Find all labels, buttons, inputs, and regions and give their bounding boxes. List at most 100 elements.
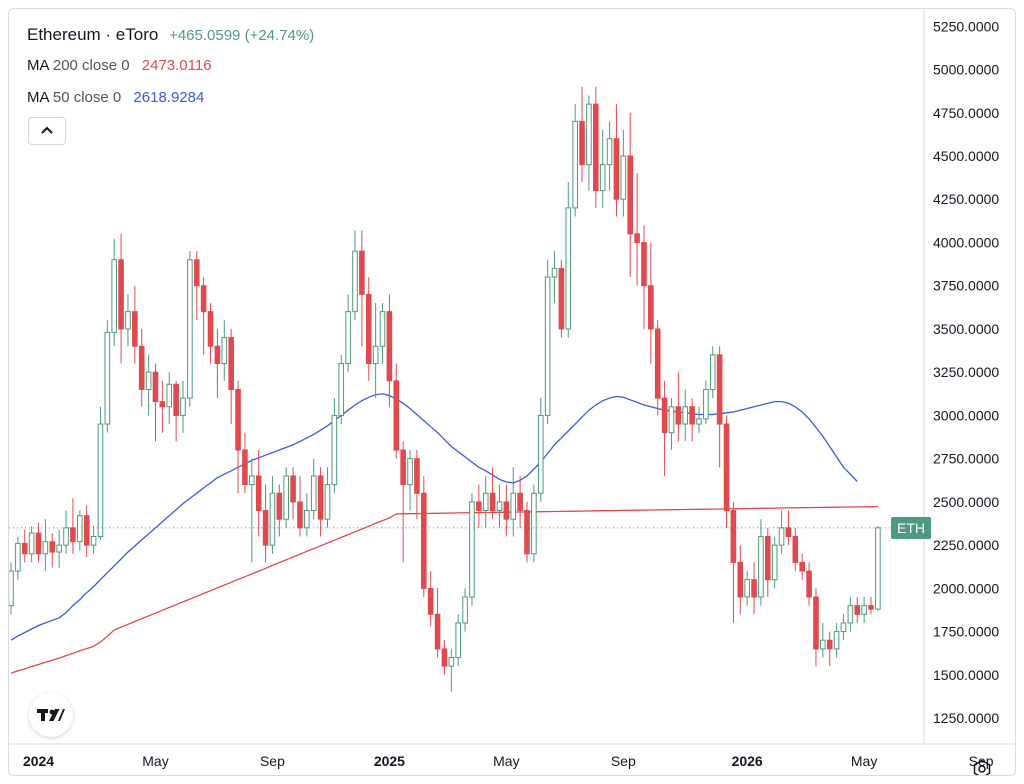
legend-ma50-value: 2618.9284 (133, 89, 205, 106)
candle (255, 450, 262, 537)
candle (228, 328, 234, 425)
candle (331, 398, 338, 494)
legend-ma200-params: 200 close 0 (52, 57, 130, 74)
candle (586, 95, 592, 191)
candle (77, 510, 83, 551)
candle (434, 588, 441, 658)
candle (221, 320, 228, 381)
legend-symbol: Ethereum · eToro (27, 25, 159, 44)
candle (765, 527, 771, 597)
legend-ma50-params: 50 close 0 (52, 89, 122, 106)
candle (173, 380, 179, 442)
y-tick-label: 2750.0000 (933, 451, 999, 467)
candle (310, 458, 317, 520)
y-tick-label: 2250.0000 (933, 537, 999, 553)
candle (840, 614, 847, 641)
candle (338, 354, 345, 425)
candle (56, 529, 62, 568)
candle (820, 622, 826, 658)
candle (159, 380, 166, 433)
candle (152, 363, 159, 442)
legend-ma200-row[interactable]: MA 200 close 0 2473.0116 (27, 57, 212, 74)
candle (125, 294, 131, 347)
candle (407, 450, 413, 511)
candle (668, 398, 675, 450)
y-tick-label: 5250.0000 (933, 18, 999, 34)
candle (214, 328, 221, 399)
candle (778, 510, 785, 554)
candle (771, 536, 778, 589)
candle (613, 104, 620, 217)
candle (531, 484, 537, 563)
candle (730, 501, 737, 623)
candle (875, 526, 881, 611)
candle (476, 484, 482, 528)
tradingview-logo-icon[interactable] (29, 693, 73, 737)
candle (489, 467, 496, 520)
candle (97, 406, 104, 540)
candle (379, 303, 386, 364)
candle (551, 251, 558, 303)
candle (249, 458, 255, 563)
candle (868, 597, 874, 615)
candle (572, 104, 578, 217)
settings-hexagon-icon[interactable] (970, 757, 994, 775)
candle (317, 467, 324, 537)
candle (455, 614, 461, 667)
candle (634, 173, 640, 286)
candle (737, 545, 744, 615)
candle (517, 475, 523, 528)
candle (537, 398, 544, 502)
y-tick-label: 4000.0000 (933, 234, 999, 250)
candle (806, 562, 812, 606)
legend-ma50-row[interactable]: MA 50 close 0 2618.9284 (27, 89, 204, 106)
candle (427, 571, 434, 627)
candle (627, 112, 634, 278)
y-tick-label: 2500.0000 (933, 494, 999, 510)
candle (661, 380, 668, 476)
candle (709, 346, 716, 399)
legend-ma200-value: 2473.0116 (141, 57, 212, 74)
candle (414, 450, 420, 520)
legend-collapse-button[interactable] (28, 117, 66, 145)
candle (462, 588, 468, 632)
price-chart[interactable]: 1250.0000 1500.0000 1750.0000 2000.0000 2250… (9, 9, 1016, 776)
legend-ma200-name: MA (27, 57, 49, 74)
y-tick-label: 4250.0000 (933, 191, 999, 207)
candle (359, 230, 365, 347)
candle (854, 597, 861, 623)
legend-change: +465.0599 (+24.74%) (169, 27, 315, 44)
legend-ma50-name: MA (27, 89, 49, 106)
candle (393, 363, 400, 459)
y-tick-label: 4500.0000 (933, 148, 999, 164)
candle (524, 501, 530, 563)
candle (324, 467, 331, 528)
candle (132, 285, 138, 364)
chevron-up-icon (41, 126, 53, 134)
candle (847, 597, 854, 632)
x-tick-label: May (142, 753, 168, 769)
chart-frame: 1250.0000 1500.0000 1750.0000 2000.0000 2250… (8, 8, 1016, 776)
candle (276, 484, 283, 537)
candle (345, 294, 351, 373)
candle (63, 510, 69, 554)
candle (723, 415, 730, 528)
candle (145, 354, 152, 416)
y-tick-label: 5000.0000 (933, 62, 999, 78)
x-tick-label: May (493, 753, 519, 769)
x-tick-label: Sep (611, 753, 636, 769)
candle (372, 303, 379, 399)
candle (641, 225, 647, 329)
candle (49, 533, 56, 568)
y-tick-label: 1250.0000 (933, 710, 999, 726)
candle (269, 475, 276, 554)
candle (813, 588, 819, 667)
candle (861, 597, 867, 623)
candle (111, 239, 118, 347)
y-tick-label: 4750.0000 (933, 105, 999, 121)
candle (620, 130, 627, 217)
candle (9, 562, 14, 615)
candle (579, 86, 585, 182)
candle (166, 372, 173, 425)
y-tick-label: 2000.0000 (933, 580, 999, 596)
